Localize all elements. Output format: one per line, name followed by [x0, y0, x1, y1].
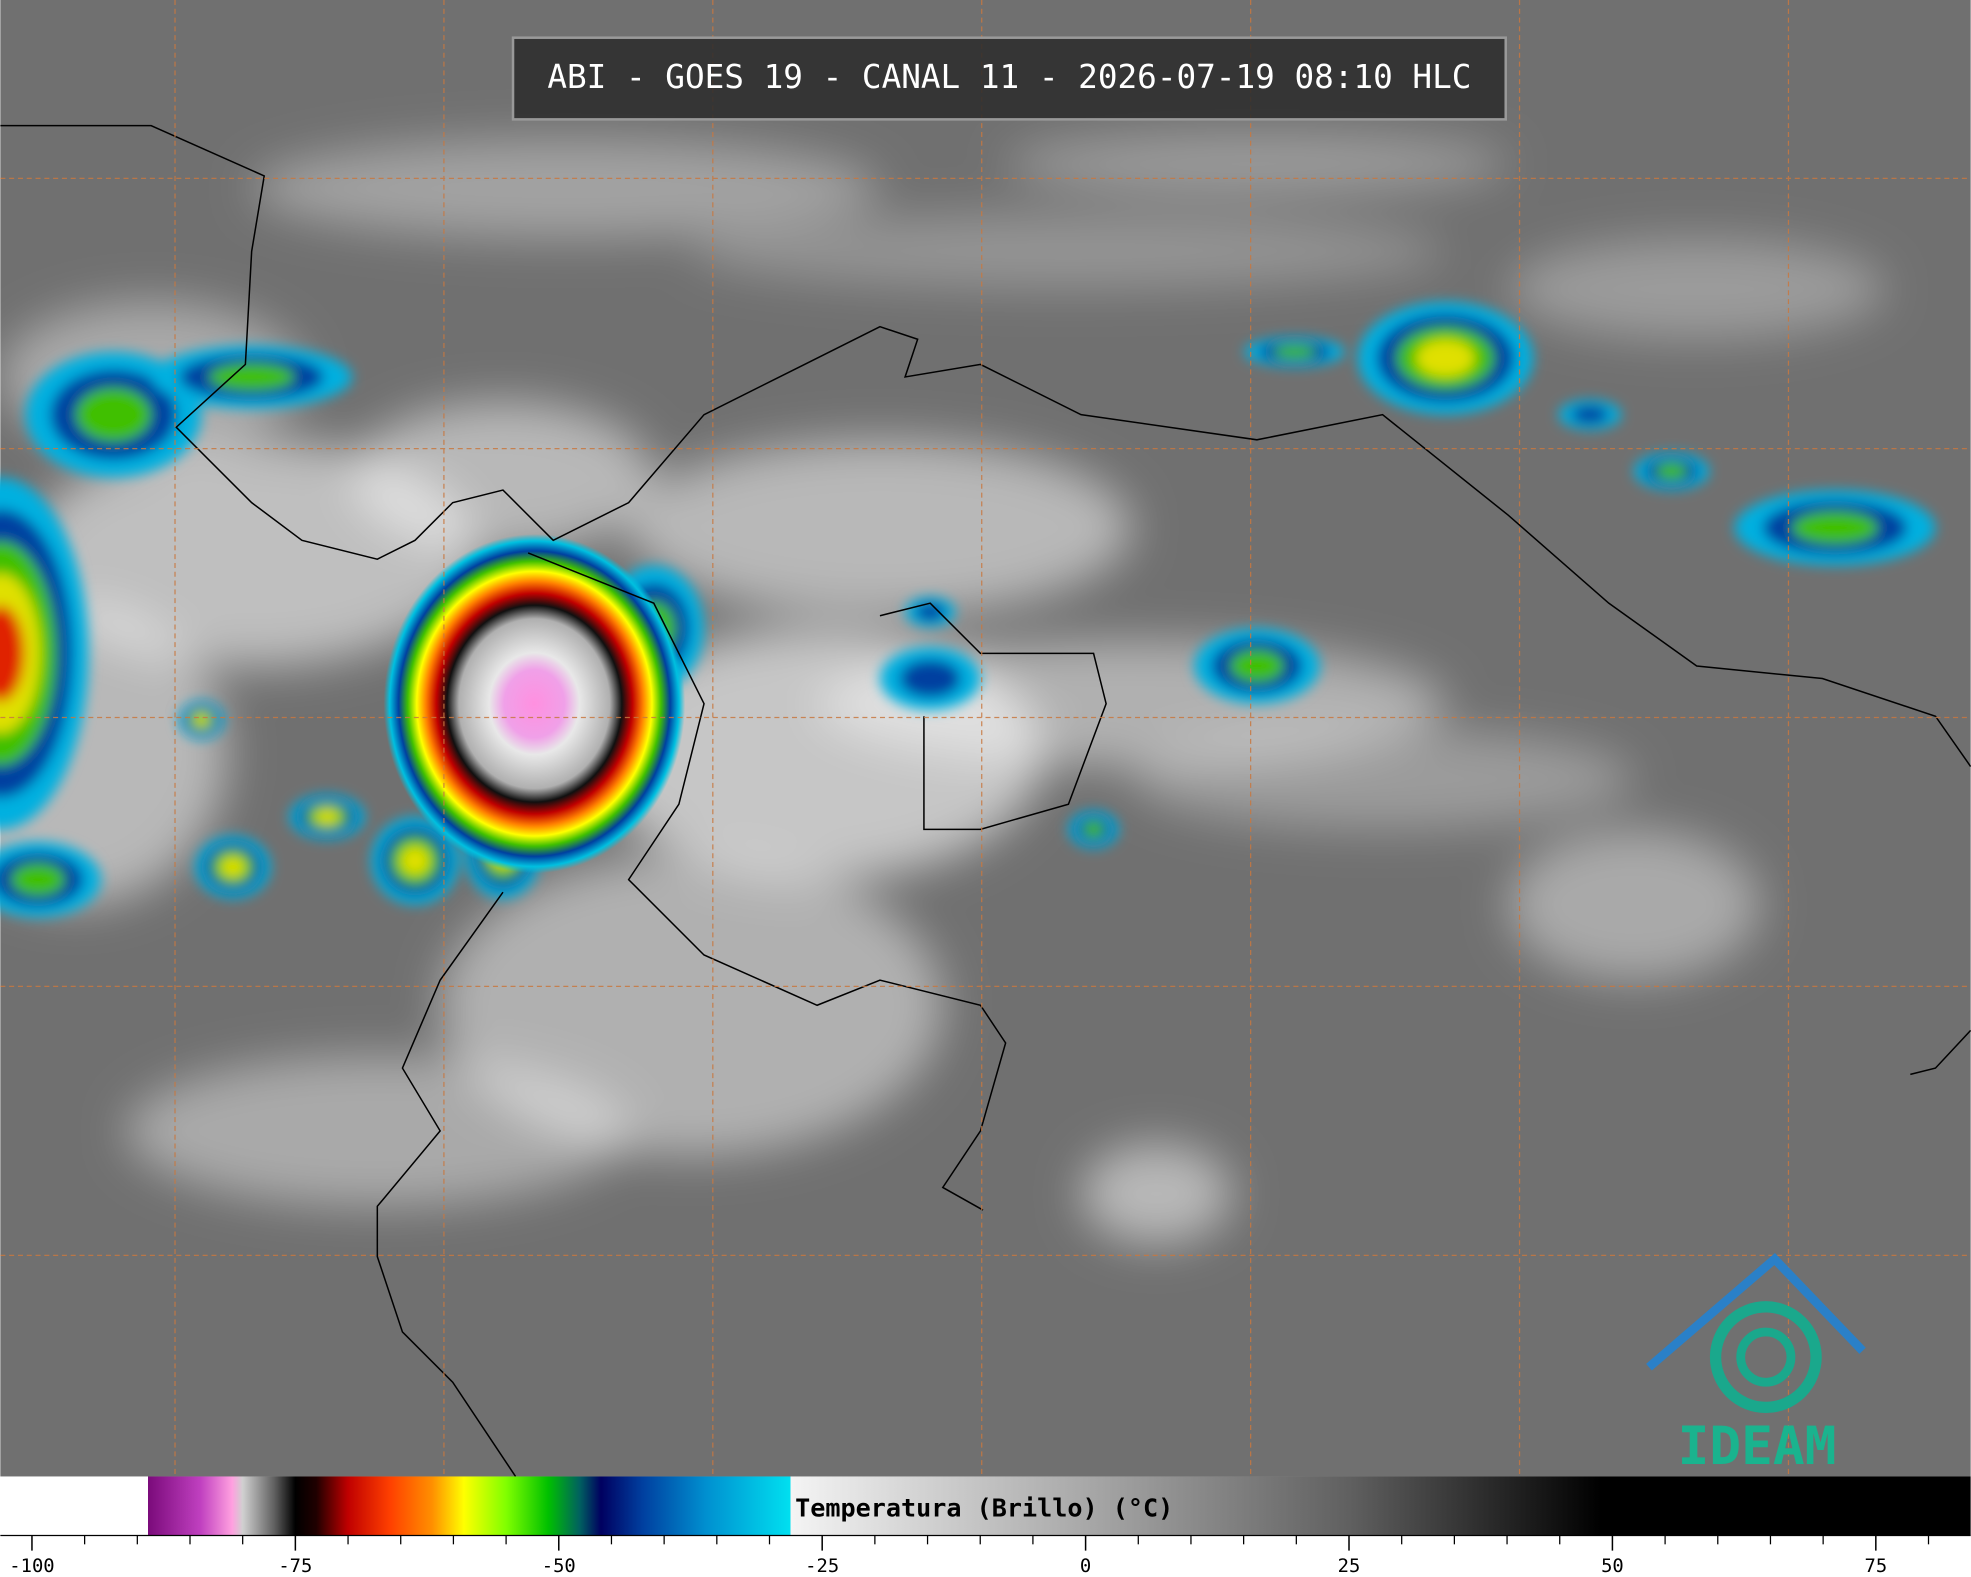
- cloud: [1508, 238, 1886, 340]
- storm-system: [383, 534, 686, 874]
- cloud: [691, 213, 1446, 290]
- convective-cell: [0, 605, 25, 702]
- convective-cell: [1791, 511, 1879, 544]
- tick-label: 50: [1601, 1556, 1624, 1577]
- coastlines: [0, 124, 1971, 1477]
- convective-cell: [900, 659, 961, 698]
- convective-cell: [1082, 821, 1105, 838]
- tick-label: -75: [278, 1556, 312, 1577]
- tick-label: -100: [9, 1556, 54, 1577]
- colorbar-label: Temperatura (Brillo) (°C): [795, 1494, 1173, 1523]
- logo-text: IDEAM: [1678, 1416, 1837, 1477]
- convective-cell: [314, 809, 340, 825]
- cloud: [1508, 829, 1760, 981]
- coastline: [376, 891, 517, 1477]
- logo-roof: [1646, 1253, 1866, 1371]
- logo-swirl: [1736, 1327, 1796, 1387]
- clouds: [0, 131, 1886, 1245]
- cloud: [126, 1055, 629, 1207]
- tick-label: -25: [805, 1556, 839, 1577]
- logo-swirl: [1709, 1301, 1822, 1414]
- border: [527, 552, 1107, 1211]
- convective-cell: [1416, 339, 1475, 377]
- coastline: [0, 124, 1971, 767]
- convective-cell: [915, 602, 946, 621]
- tick-label: 25: [1338, 1556, 1361, 1577]
- graticule: [0, 0, 1971, 1477]
- cloud: [1080, 1143, 1232, 1245]
- logo: IDEAM: [1646, 1253, 1866, 1477]
- convective-cell: [220, 856, 246, 878]
- cloud: [628, 439, 1132, 616]
- convective-cell: [1229, 649, 1284, 683]
- convective-cell: [208, 363, 295, 391]
- cloud: [440, 854, 943, 1157]
- convective-cell: [1273, 345, 1317, 359]
- cloud: [352, 402, 654, 553]
- border: [1910, 1029, 1971, 1076]
- tick-label: 0: [1080, 1556, 1091, 1577]
- cloud: [1131, 728, 1634, 830]
- cloud: [1005, 131, 1509, 195]
- convective-cell: [75, 387, 152, 442]
- cloud: [251, 138, 880, 239]
- convective-cell: [400, 846, 430, 876]
- convective-cell: [1655, 463, 1688, 480]
- convective-cell: [193, 713, 209, 727]
- tick-label: 75: [1864, 1556, 1887, 1577]
- colorbar: [0, 1476, 1971, 1536]
- convective-cell: [11, 863, 65, 896]
- title-box: [511, 36, 1507, 121]
- tick-label: -50: [542, 1556, 576, 1577]
- title: ABI - GOES 19 - CANAL 11 - 2026-07-19 08…: [547, 58, 1471, 96]
- colorbar-ticks: -100 -75 -50 -25 0 25 50 75: [9, 1535, 1930, 1577]
- convective-cell: [1571, 405, 1609, 424]
